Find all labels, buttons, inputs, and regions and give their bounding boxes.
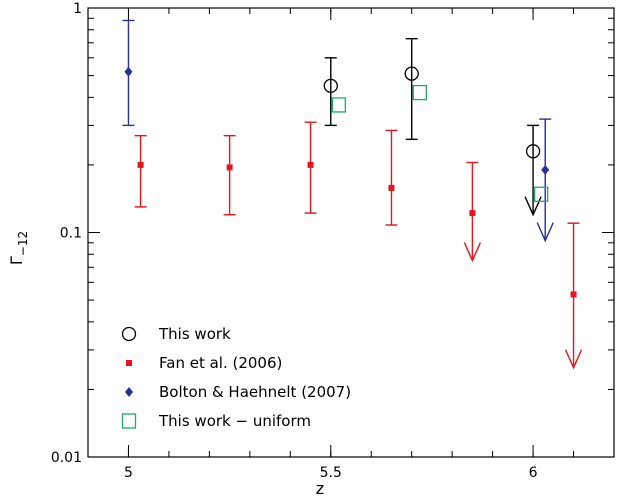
upper-limit-arrow [463, 242, 482, 263]
data-point [307, 161, 314, 168]
legend-marker [125, 387, 133, 397]
x-axis-label: z [316, 479, 324, 498]
data-point [534, 186, 549, 202]
axis-ticks-layer: 5 5.5 6 0.01 0.1 1 [51, 1, 615, 481]
data-point [323, 78, 338, 94]
legend-label: Bolton & Haehnelt (2007) [159, 383, 351, 401]
data-point [404, 66, 419, 81]
data-point [226, 164, 233, 171]
legend-layer: This work Fan et al. (2006) Bolton & Haehn… [121, 325, 351, 430]
legend-marker [121, 413, 137, 429]
data-point [124, 66, 133, 77]
legend-marker [121, 326, 137, 342]
legend-label: This work − uniform [158, 412, 311, 430]
upper-limit-arrow [524, 196, 542, 217]
legend-label: This work [158, 325, 231, 343]
y-axis-label: Γ−12 [7, 231, 30, 265]
data-point [331, 97, 347, 113]
data-point [412, 84, 427, 101]
data-point [541, 164, 550, 175]
y-tick-label: 0.1 [60, 226, 82, 242]
data-point [570, 291, 577, 298]
data-point [469, 210, 476, 217]
upper-limit-arrow [564, 349, 583, 370]
data-point [137, 161, 144, 168]
x-tick-label: 6 [529, 465, 538, 481]
y-axis-label-subscript: −12 [16, 231, 30, 256]
data-point [525, 144, 541, 159]
y-tick-label: 1 [73, 1, 82, 17]
x-tick-label: 5.5 [320, 465, 342, 481]
data-point [388, 184, 395, 191]
y-tick-label: 0.01 [51, 450, 82, 466]
x-tick-label: 5 [124, 465, 133, 481]
legend-label: Fan et al. (2006) [159, 354, 282, 372]
y-axis-label-main: Γ [7, 256, 26, 265]
legend-marker [126, 360, 132, 366]
upper-limit-arrow [536, 222, 554, 243]
data-layer [122, 19, 583, 370]
